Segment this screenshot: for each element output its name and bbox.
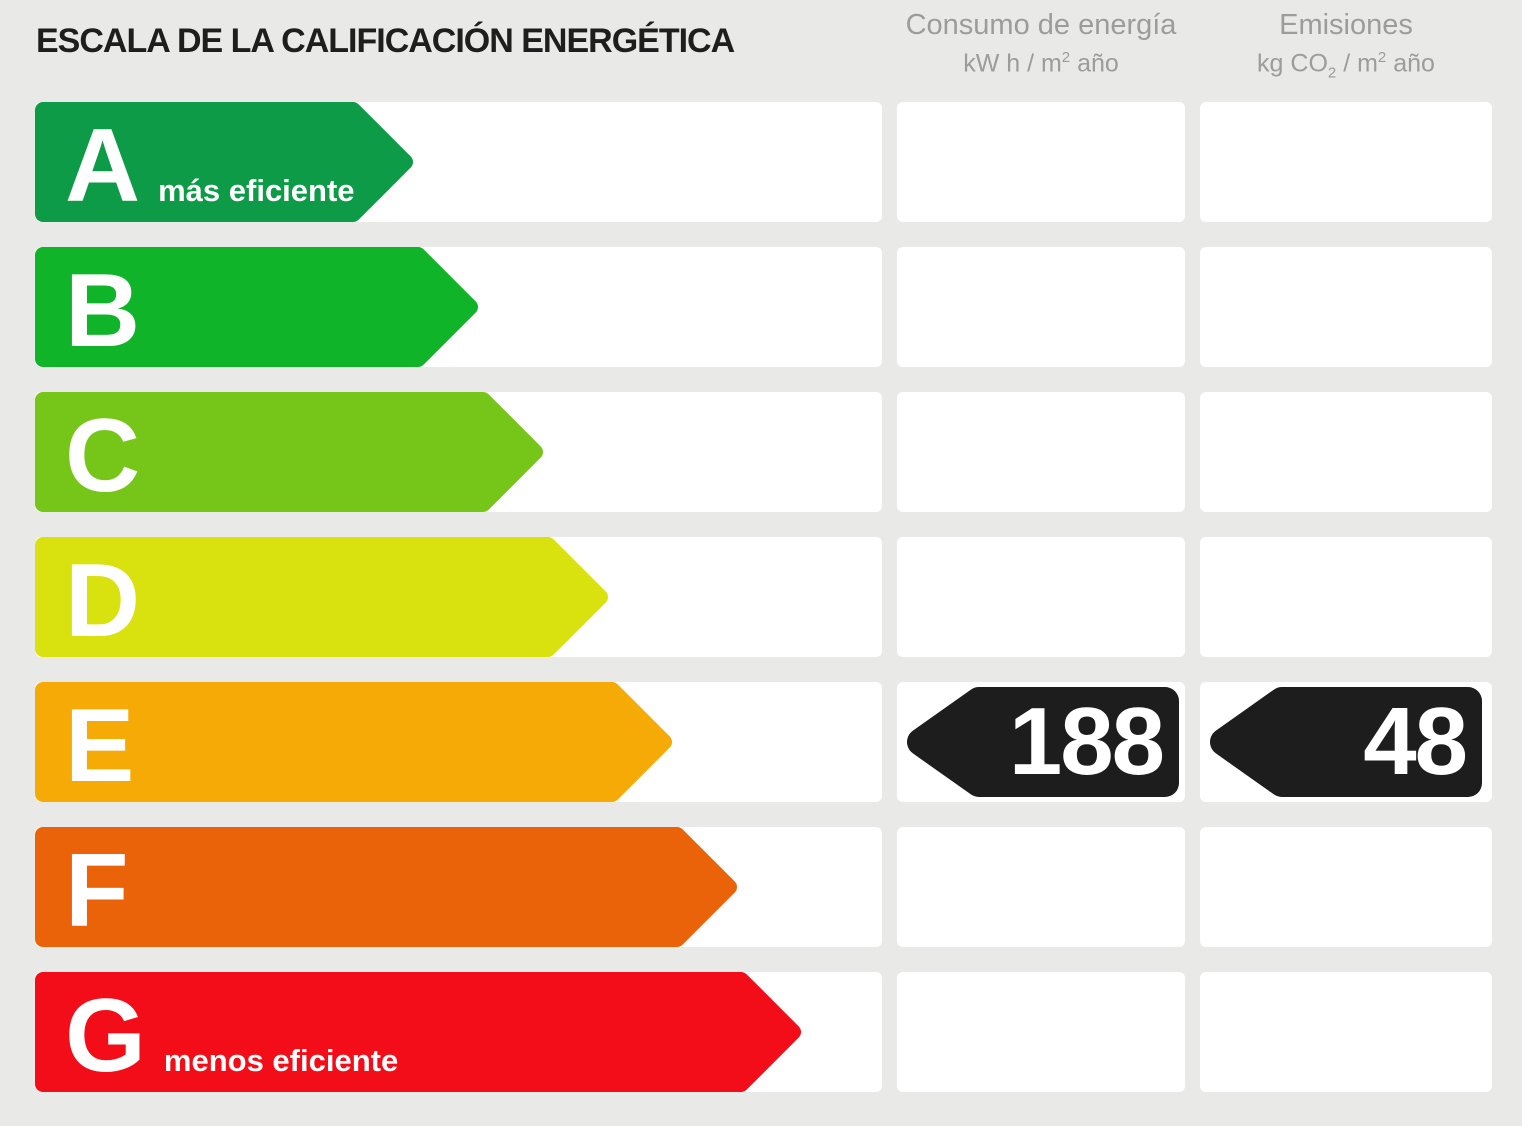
emissions-value-badge: 48 [1210,687,1482,797]
rating-track: D [35,537,882,657]
rating-row-b: B [0,247,1522,367]
rating-scale: A más eficiente B [0,102,1522,1117]
consumption-value-badge: 188 [907,687,1179,797]
left-arrow-badge-icon [1210,687,1482,797]
rating-arrow-b-icon [35,247,478,367]
rating-track: F [35,827,882,947]
consumption-column-unit: kW h / m2 año [963,48,1119,78]
emissions-cell [1200,827,1492,947]
rating-arrow-a-icon [35,102,413,222]
rating-row-e: E 188 48 [0,682,1522,802]
consumption-cell [897,972,1185,1092]
consumption-cell [897,102,1185,222]
rating-letter: F [65,833,129,949]
emissions-cell: 48 [1200,682,1492,802]
consumption-cell [897,247,1185,367]
rating-track: A más eficiente [35,102,882,222]
rating-arrow-g-icon [35,972,801,1092]
emissions-column-unit: kg CO2 / m2 año [1257,48,1435,82]
emissions-column-header: Emisiones kg CO2 / m2 año [1200,9,1492,82]
rating-row-d: D [0,537,1522,657]
rating-bar-label: más eficiente [158,173,355,208]
emissions-cell [1200,247,1492,367]
rating-letter: E [65,688,135,804]
consumption-cell [897,537,1185,657]
rating-arrow-e-icon [35,682,672,802]
rating-letter: G [65,978,146,1094]
emissions-cell [1200,537,1492,657]
emissions-value: 48 [1363,688,1468,795]
rating-arrow-f-icon [35,827,737,947]
rating-row-f: F [0,827,1522,947]
consumption-cell: 188 [897,682,1185,802]
consumption-value: 188 [1008,688,1165,795]
emissions-cell [1200,102,1492,222]
rating-letter: A [65,108,141,224]
rating-arrow-d-icon [35,537,608,657]
consumption-cell [897,392,1185,512]
consumption-column-title: Consumo de energía [905,9,1177,41]
emissions-cell [1200,972,1492,1092]
consumption-cell [897,827,1185,947]
rating-track: C [35,392,882,512]
rating-track: B [35,247,882,367]
rating-arrow-c-icon [35,392,543,512]
emissions-cell [1200,392,1492,512]
rating-letter: B [65,253,141,369]
page-title: ESCALA DE LA CALIFICACIÓN ENERGÉTICA [36,22,735,60]
rating-row-c: C [0,392,1522,512]
rating-row-a: A más eficiente [0,102,1522,222]
rating-letter: C [65,398,141,514]
emissions-column-title: Emisiones [1279,9,1413,41]
rating-bar-label: menos eficiente [163,1043,399,1078]
left-arrow-badge-icon [907,687,1179,797]
rating-track: G menos eficiente [35,972,882,1092]
rating-row-g: G menos eficiente [0,972,1522,1092]
rating-track: E [35,682,882,802]
rating-letter: D [65,543,141,659]
consumption-column-header: Consumo de energía kW h / m2 año [897,9,1185,78]
